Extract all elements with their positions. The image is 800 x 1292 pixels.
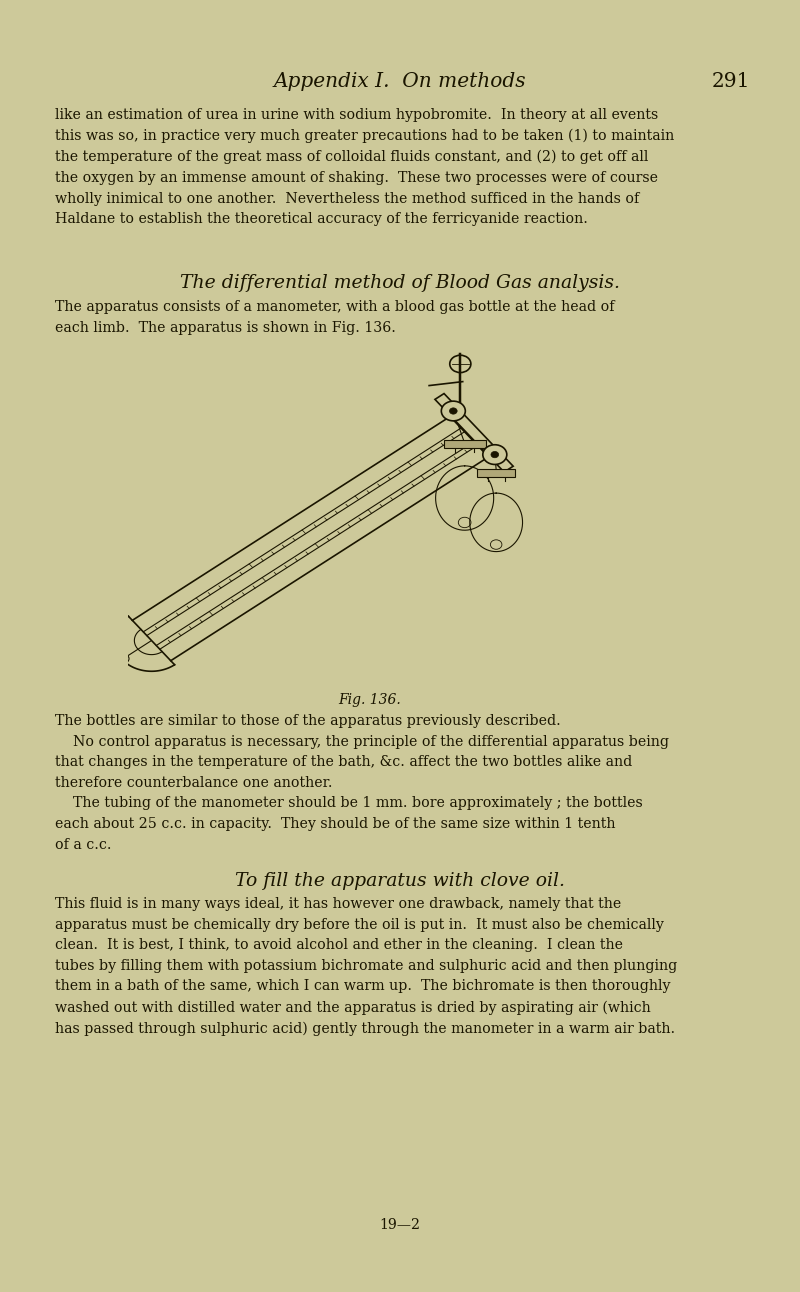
Text: The differential method of Blood Gas analysis.: The differential method of Blood Gas ana… xyxy=(180,274,620,292)
Circle shape xyxy=(491,451,498,457)
Text: Appendix I.  On methods: Appendix I. On methods xyxy=(274,72,526,90)
Text: 19—2: 19—2 xyxy=(379,1218,421,1233)
Text: like an estimation of urea in urine with sodium hypobromite.  In theory at all e: like an estimation of urea in urine with… xyxy=(55,109,674,226)
Text: The apparatus consists of a manometer, with a blood gas bottle at the head of
ea: The apparatus consists of a manometer, w… xyxy=(55,300,614,335)
Text: The bottles are similar to those of the apparatus previously described.
    No c: The bottles are similar to those of the … xyxy=(55,714,669,851)
Circle shape xyxy=(450,408,457,415)
Circle shape xyxy=(483,444,507,464)
Text: 291: 291 xyxy=(711,72,750,90)
Text: To fill the apparatus with clove oil.: To fill the apparatus with clove oil. xyxy=(235,872,565,890)
Bar xyxy=(444,439,486,448)
Circle shape xyxy=(442,401,466,421)
Text: Fig. 136.: Fig. 136. xyxy=(338,693,402,707)
Bar xyxy=(477,469,515,477)
Polygon shape xyxy=(435,394,513,472)
Text: This fluid is in many ways ideal, it has however one drawback, namely that the
a: This fluid is in many ways ideal, it has… xyxy=(55,897,678,1036)
